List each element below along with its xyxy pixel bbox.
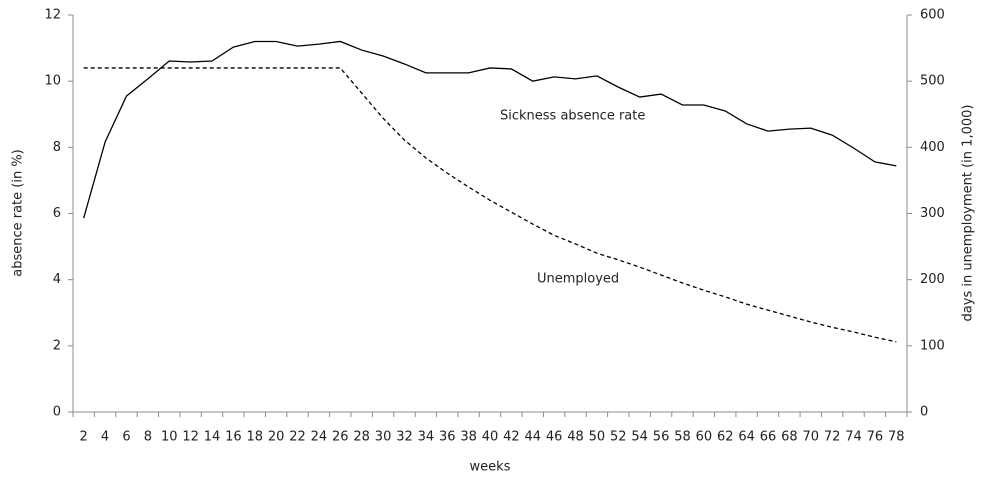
x-tick-label: 24: [311, 430, 328, 445]
series-line: [83, 40, 897, 219]
x-tick-label: 72: [824, 430, 841, 445]
x-tick-label: 32: [396, 430, 413, 445]
x-tick-label: 60: [696, 430, 713, 445]
x-tick-label: 48: [567, 430, 584, 445]
x-tick-label: 26: [332, 430, 349, 445]
x-tick-label: 58: [674, 430, 691, 445]
y-tick-label: 4: [53, 272, 61, 287]
x-tick-label: 76: [867, 430, 884, 445]
x-tick-label: 68: [781, 430, 798, 445]
x-tick-label: 34: [418, 430, 435, 445]
x-tick-label: 56: [653, 430, 670, 445]
x-tick-label: 70: [802, 430, 819, 445]
x-tick-label: 20: [268, 430, 285, 445]
x-axis-title: weeks: [470, 460, 511, 475]
x-tick-label: 2: [80, 430, 88, 445]
y-tick-label: 6: [53, 206, 61, 221]
x-tick-label: 40: [482, 430, 499, 445]
x-tick-label: 36: [439, 430, 456, 445]
series-label: Sickness absence rate: [500, 109, 645, 124]
x-tick-label: 64: [738, 430, 755, 445]
y2-tick-label: 300: [920, 206, 945, 221]
y2-tick-label: 200: [920, 272, 945, 287]
x-tick-label: 14: [204, 430, 221, 445]
x-tick-label: 66: [760, 430, 777, 445]
x-tick-label: 62: [717, 430, 734, 445]
y-axis-title: absence rate (in %): [11, 149, 26, 277]
y2-axis-title: days in unemployment (in 1,000): [961, 105, 976, 322]
x-tick-label: 4: [101, 430, 109, 445]
x-tick-label: 28: [353, 430, 370, 445]
y-tick-label: 0: [53, 405, 61, 420]
y2-tick-label: 0: [920, 405, 928, 420]
x-tick-label: 18: [246, 430, 263, 445]
x-tick-label: 30: [375, 430, 392, 445]
x-tick-label: 52: [610, 430, 627, 445]
x-tick-label: 10: [161, 430, 178, 445]
x-tick-label: 38: [460, 430, 477, 445]
y2-tick-label: 600: [920, 8, 945, 23]
x-tick-label: 16: [225, 430, 242, 445]
x-tick-label: 12: [182, 430, 199, 445]
x-tick-label: 8: [144, 430, 152, 445]
x-tick-label: 78: [888, 430, 905, 445]
y2-tick-label: 400: [920, 140, 945, 155]
x-tick-label: 74: [845, 430, 862, 445]
y-tick-label: 10: [44, 74, 61, 89]
x-tick-label: 44: [524, 430, 541, 445]
y-tick-label: 2: [53, 338, 61, 353]
y2-tick-label: 500: [920, 74, 945, 89]
x-tick-label: 22: [289, 430, 306, 445]
series-label: Unemployed: [537, 272, 619, 287]
x-tick-label: 54: [631, 430, 648, 445]
y-tick-label: 12: [44, 8, 61, 23]
x-tick-label: 50: [589, 430, 606, 445]
x-tick-label: 46: [546, 430, 563, 445]
y-tick-label: 8: [53, 140, 61, 155]
x-tick-label: 6: [122, 430, 130, 445]
y2-tick-label: 100: [920, 338, 945, 353]
x-tick-label: 42: [503, 430, 520, 445]
series-line: [83, 67, 897, 343]
